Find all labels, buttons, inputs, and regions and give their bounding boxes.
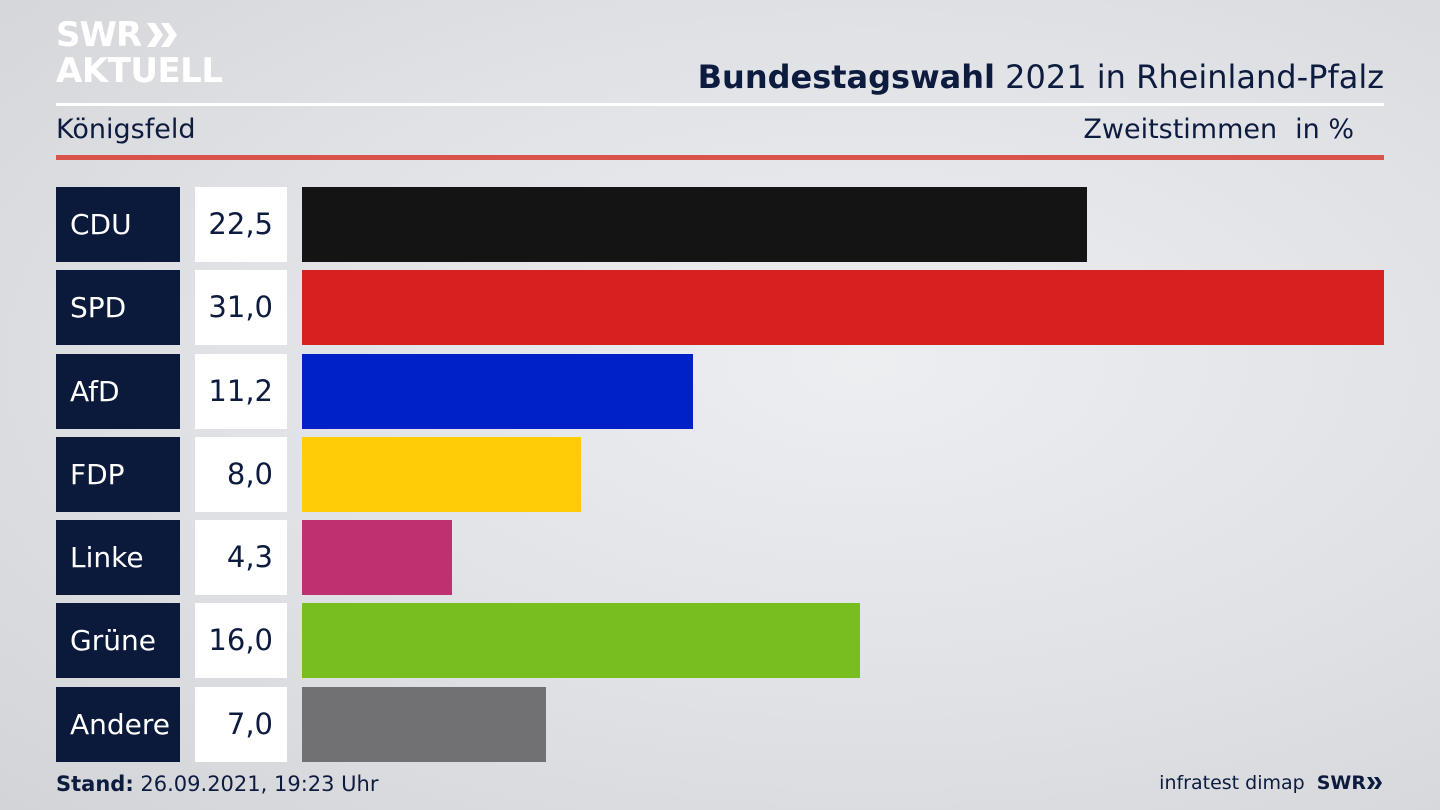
value-label: 4,3 — [195, 520, 287, 596]
value-label: 8,0 — [195, 436, 287, 512]
header-divider — [56, 103, 1384, 106]
value-label: 22,5 — [195, 187, 287, 262]
bar-row: FDP 8,0 — [56, 436, 1384, 512]
double-chevron-icon — [147, 23, 178, 47]
bar-row: SPD 31,0 — [56, 270, 1384, 346]
location-label: Königsfeld — [56, 114, 196, 145]
party-label: CDU — [56, 187, 180, 262]
bar-row: AfD 11,2 — [56, 353, 1384, 429]
bar-chart: CDU 22,5 SPD 31,0 AfD 11,2 FDP 8,0 Linke 4,3 Grüne… — [56, 187, 1384, 770]
bar-row: CDU 22,5 — [56, 187, 1384, 262]
party-label: Andere — [56, 686, 180, 762]
footer-brand-text: SWR — [1316, 772, 1366, 794]
timestamp-value: 26.09.2021, 19:23 Uhr — [133, 772, 379, 796]
party-label: Linke — [56, 520, 180, 596]
bar — [302, 520, 452, 596]
timestamp-label: Stand: — [56, 772, 134, 796]
bar — [302, 686, 546, 762]
subheader-divider — [56, 155, 1384, 160]
logo-text-aktuell: AKTUELL — [56, 51, 223, 91]
chart-title-bold: Bundestagswahl — [697, 58, 995, 96]
value-label: 7,0 — [195, 686, 287, 762]
swr-aktuell-logo: SWR AKTUELL — [56, 18, 223, 88]
metric-name: Zweitstimmen — [1083, 114, 1278, 145]
bar — [302, 270, 1384, 346]
bar — [302, 353, 693, 429]
bar — [302, 187, 1087, 262]
bar — [302, 603, 860, 679]
value-label: 16,0 — [195, 603, 287, 679]
footer-brand: SWR — [1317, 772, 1384, 794]
chart-title-rest: 2021 in Rheinland-Pfalz — [995, 58, 1384, 96]
metric-label: Zweitstimmen in % — [1083, 114, 1354, 145]
chart-title: Bundestagswahl 2021 in Rheinland-Pfalz — [698, 58, 1384, 96]
party-label: SPD — [56, 270, 180, 346]
double-chevron-icon — [1367, 777, 1382, 789]
bar-row: Andere 7,0 — [56, 686, 1384, 762]
party-label: FDP — [56, 436, 180, 512]
source-label: infratest dimap — [1159, 772, 1305, 794]
bar-row: Linke 4,3 — [56, 520, 1384, 596]
party-label: Grüne — [56, 603, 180, 679]
value-label: 31,0 — [195, 270, 287, 346]
logo-text-swr: SWR — [56, 15, 142, 55]
value-label: 11,2 — [195, 353, 287, 429]
bar-row: Grüne 16,0 — [56, 603, 1384, 679]
party-label: AfD — [56, 353, 180, 429]
source-credit: infratest dimap SWR — [1159, 772, 1384, 794]
bar — [302, 436, 581, 512]
timestamp: Stand: 26.09.2021, 19:23 Uhr — [56, 772, 379, 796]
metric-unit: in % — [1295, 114, 1354, 145]
